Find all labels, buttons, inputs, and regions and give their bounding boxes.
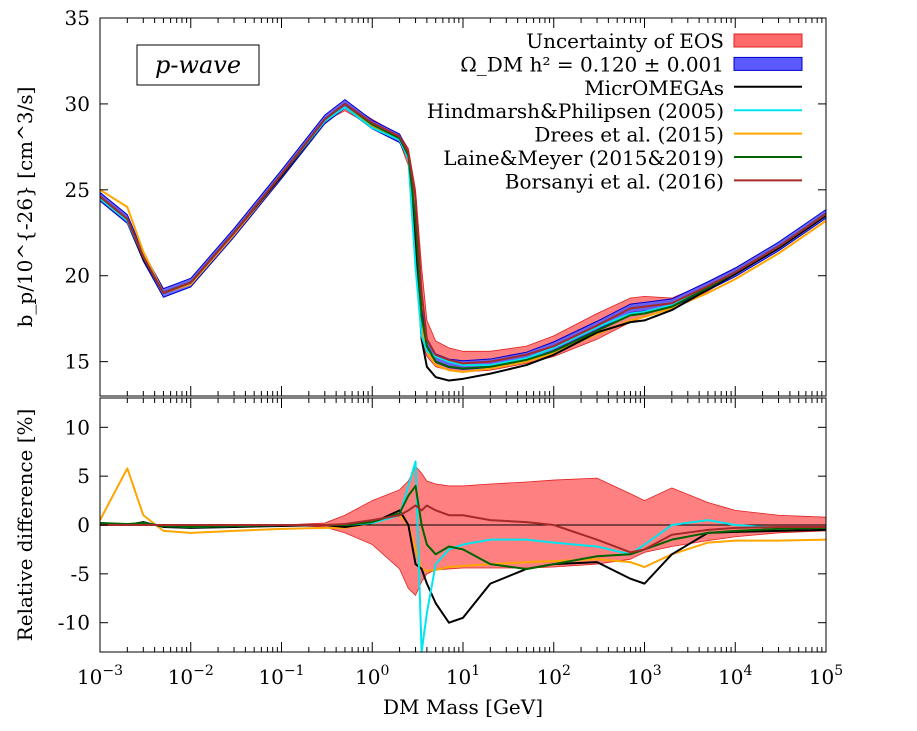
x-tick-label: 102 [537, 663, 571, 689]
x-tick-label: 10−1 [258, 663, 304, 689]
x-tick-label: 10−3 [77, 663, 123, 689]
top-y-tick-label: 35 [65, 6, 90, 30]
top-panel: 15 20 25 30 35 p-wave Uncertainty of EOSΩ_DM… [13, 6, 827, 397]
x-tick-label: 100 [355, 663, 389, 689]
top-y-tick-label: 20 [65, 264, 90, 288]
bottom-plot-frame [99, 397, 827, 653]
top-y-tick-label: 15 [65, 350, 90, 374]
bottom-y-tick-label: -10 [58, 611, 90, 635]
top-y-tick-label: 30 [65, 92, 90, 116]
series-line-borsanyi [100, 102, 826, 365]
top-plot-frame [99, 17, 827, 397]
x-tick-label: 101 [446, 663, 480, 689]
bottom-y-tick-label: -5 [71, 562, 90, 586]
annotation-box: p-wave [136, 44, 260, 86]
annotation-label: p-wave [155, 51, 241, 79]
x-tick-label: 10−2 [168, 663, 214, 689]
series-line-drees [100, 467, 826, 572]
series-line-borsanyi [100, 504, 826, 554]
legend-swatch [733, 33, 803, 48]
series-line-laine-meyer [100, 484, 826, 570]
bottom-y-tick-label: 10 [65, 415, 90, 439]
top-y-tick-label: 25 [65, 178, 90, 202]
legend-label: Hindmarsh&Philipsen (2005) [427, 99, 724, 123]
x-tick-label: 103 [627, 663, 661, 689]
legend-label: Ω_DM h² = 0.120 ± 0.001 [460, 52, 724, 76]
eos-uncertainty-band [100, 465, 826, 597]
legend-label: Borsanyi et al. (2016) [505, 169, 724, 193]
bottom-y-tick-label: 5 [77, 464, 90, 488]
bottom-y-axis-label: Relative difference [%] [13, 409, 37, 642]
legend-label: MicrOMEGAs [584, 76, 724, 100]
legend-label: Drees et al. (2015) [534, 123, 724, 147]
bottom-y-tick-label: 0 [77, 513, 90, 537]
legend-label: Uncertainty of EOS [526, 29, 724, 53]
legend-swatch [733, 56, 803, 71]
x-axis-label: DM Mass [GeV] [383, 695, 543, 719]
x-tick-label: 104 [718, 663, 752, 689]
legend-label: Laine&Meyer (2015&2019) [443, 146, 724, 170]
top-y-axis-label: b_p/10^{-26} [cm^3/s] [13, 87, 37, 328]
x-tick-label: 105 [809, 663, 843, 689]
